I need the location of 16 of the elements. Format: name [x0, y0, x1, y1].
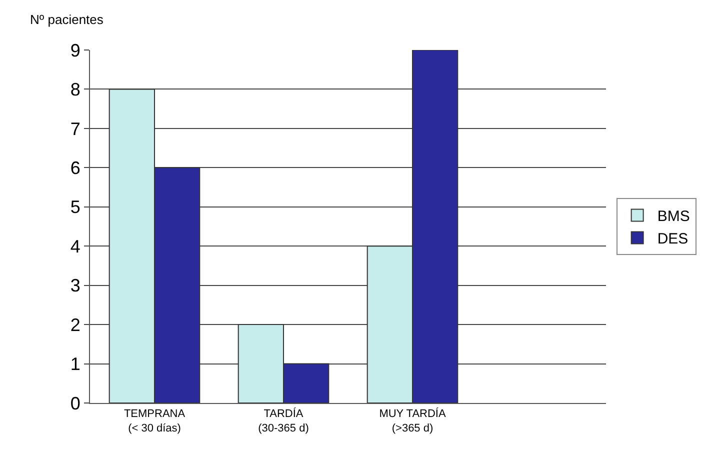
y-tick-label: 9 [70, 40, 80, 60]
y-tick-label: 1 [70, 354, 80, 374]
y-axis-title: Nº pacientes [30, 12, 104, 27]
y-tick-label: 6 [70, 158, 80, 178]
legend-label: DES [657, 230, 688, 248]
y-tick-label: 5 [70, 197, 80, 218]
y-tick-label: 2 [70, 314, 80, 335]
y-tick-label: 7 [70, 118, 80, 139]
y-tick-label: 4 [70, 236, 80, 256]
x-tick-label: TARDÍA (30-365 d) [258, 407, 309, 434]
y-tick-label: 8 [70, 80, 80, 100]
legend-label: BMS [657, 208, 690, 226]
y-tick-label: 0 [70, 393, 80, 414]
x-tick-label: MUY TARDÍA (>365 d) [379, 407, 446, 434]
x-tick-label: TEMPRANA (< 30 días) [124, 408, 186, 434]
y-tick-label: 3 [70, 276, 80, 296]
